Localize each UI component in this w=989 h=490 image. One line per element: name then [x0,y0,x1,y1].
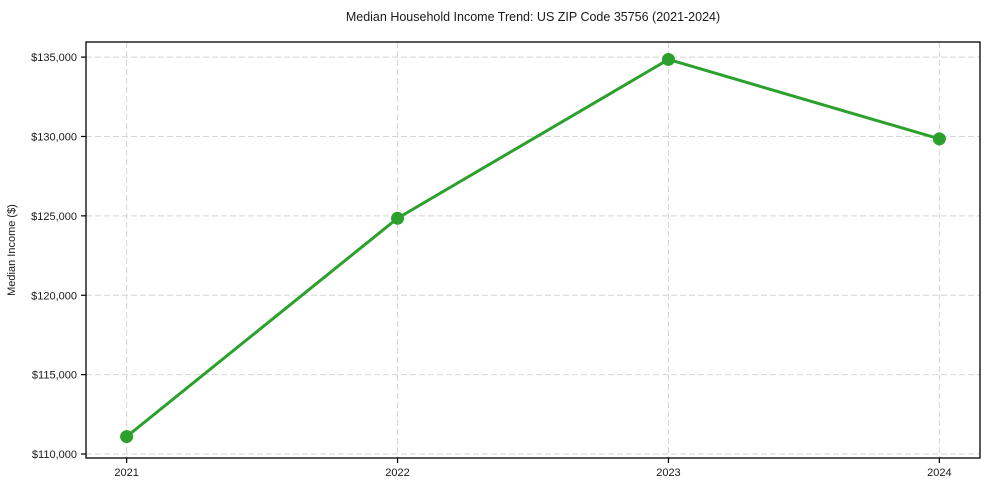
data-point [932,132,946,146]
chart-title: Median Household Income Trend: US ZIP Co… [346,10,720,24]
y-tick-label: $130,000 [31,131,77,143]
data-point [120,430,134,444]
y-tick-label: $115,000 [32,370,77,382]
gridlines [86,42,980,458]
x-tick-label: 2024 [927,467,951,479]
x-tick-label: 2023 [656,467,680,479]
x-tick-label: 2022 [385,467,409,479]
data-point [391,211,405,225]
trend-line [125,57,941,439]
y-tick-label: $135,000 [31,52,77,64]
plot-border [85,41,981,459]
y-tick-label: $110,000 [32,449,77,461]
y-axis-label: Median Income ($) [6,204,18,296]
line-series [120,52,946,444]
y-tick-label: $120,000 [31,290,77,302]
x-tick-label: 2021 [114,467,138,479]
tick-labels: $110,000 $115,000 $120,000 $125,000 $130,000… [31,52,951,479]
axes [81,41,981,463]
y-tick-label: $125,000 [31,211,77,223]
data-point [661,52,675,66]
